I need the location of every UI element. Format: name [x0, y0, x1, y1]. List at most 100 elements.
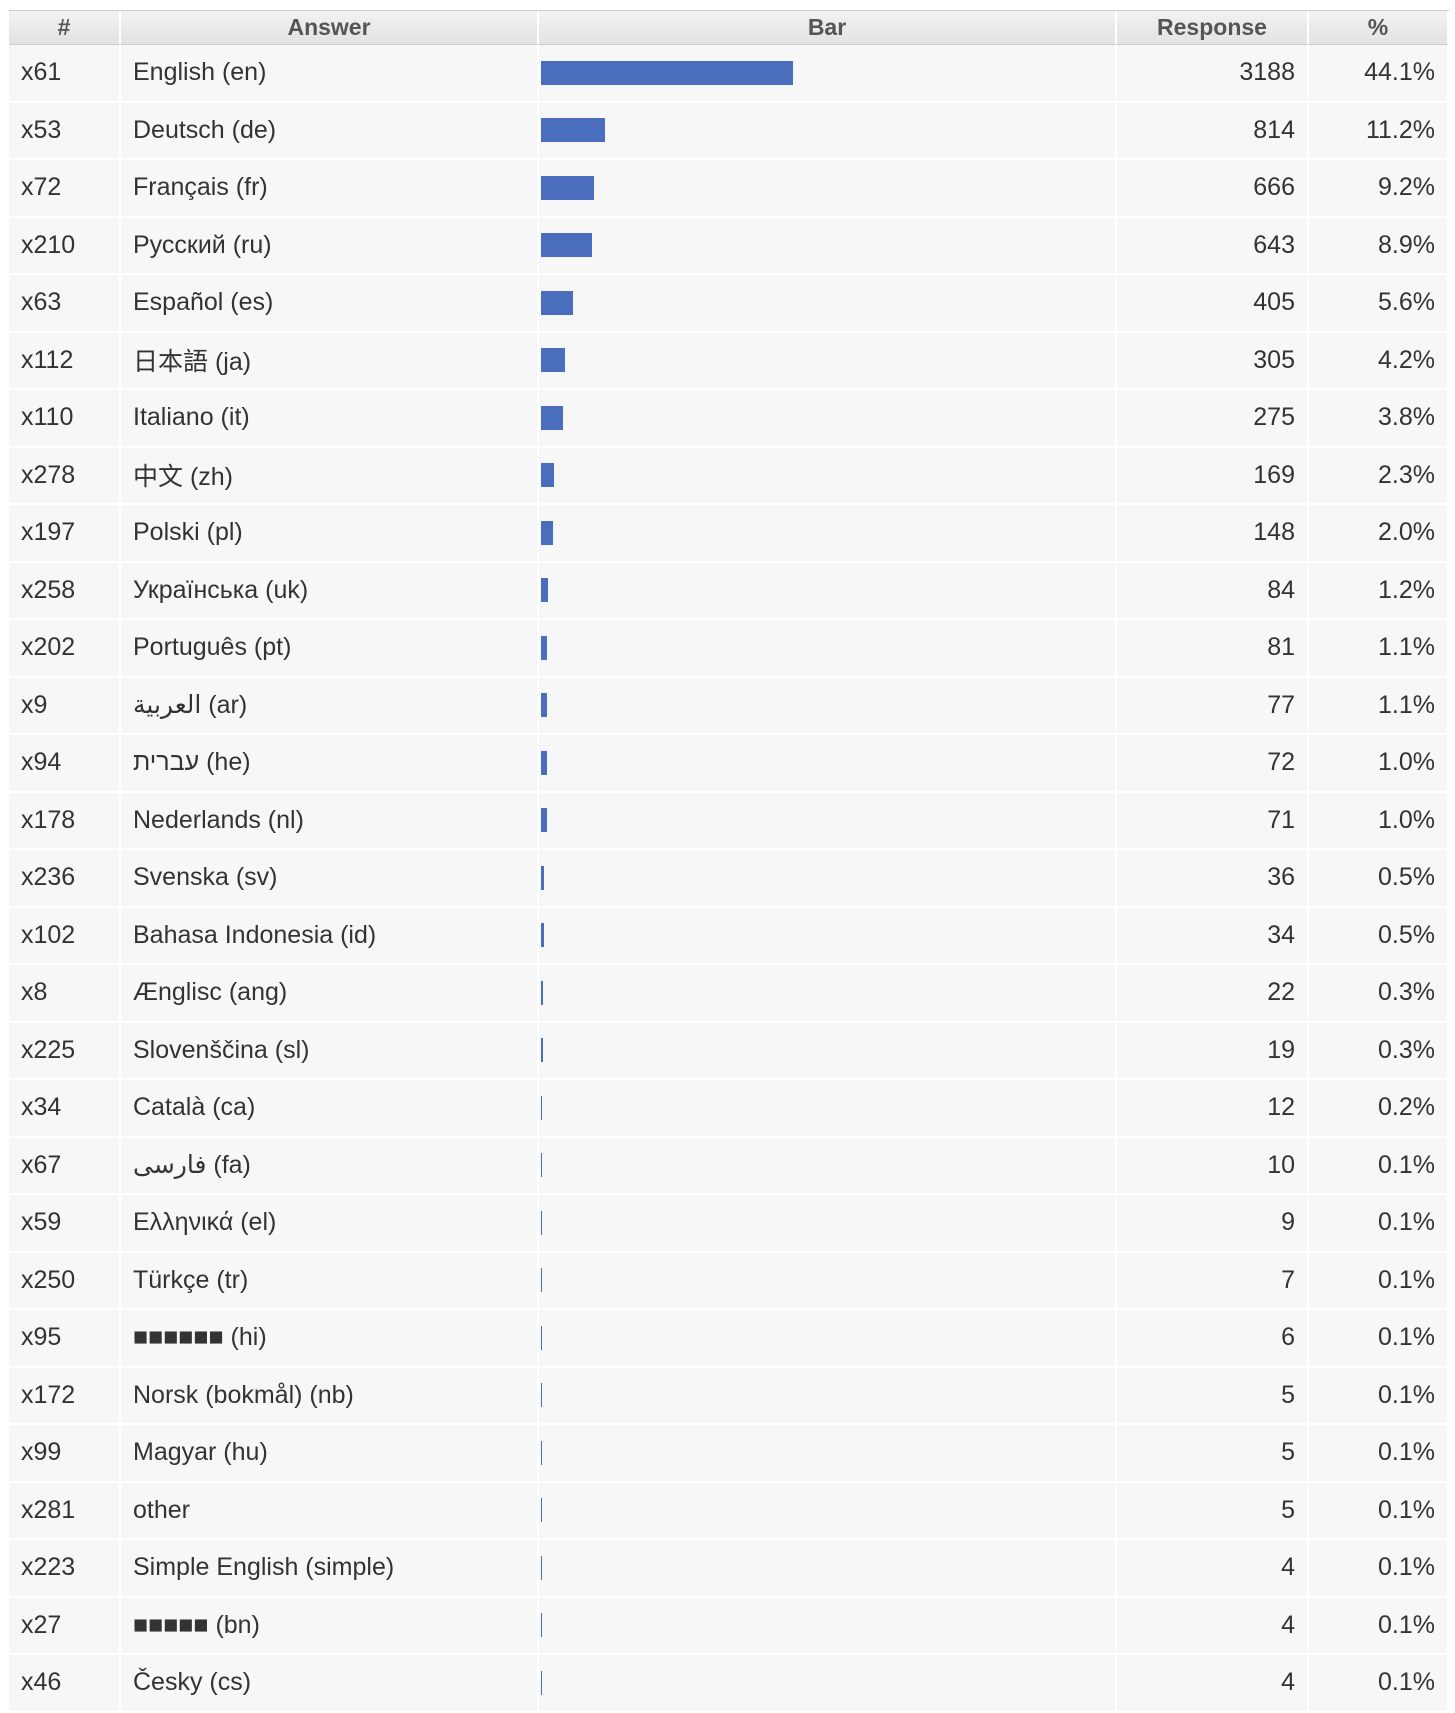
id-cell: x172	[9, 1368, 121, 1426]
response-cell: 36	[1117, 850, 1309, 908]
response-cell: 19	[1117, 1023, 1309, 1081]
percent-cell: 1.0%	[1309, 793, 1449, 851]
bar	[541, 1268, 542, 1292]
id-cell: x210	[9, 218, 121, 276]
bar-cell	[539, 1655, 1117, 1713]
answer-cell: Simple English (simple)	[121, 1540, 539, 1598]
id-cell: x258	[9, 563, 121, 621]
id-cell: x94	[9, 735, 121, 793]
bar-cell	[539, 1368, 1117, 1426]
response-cell: 643	[1117, 218, 1309, 276]
bar-cell	[539, 1253, 1117, 1311]
response-cell: 22	[1117, 965, 1309, 1023]
bar-cell	[539, 735, 1117, 793]
percent-cell: 9.2%	[1309, 160, 1449, 218]
response-cell: 3188	[1117, 45, 1309, 103]
answer-cell: Magyar (hu)	[121, 1425, 539, 1483]
answer-cell: Português (pt)	[121, 620, 539, 678]
bar	[541, 1153, 542, 1177]
header-cell: Response	[1117, 11, 1309, 45]
percent-cell: 0.1%	[1309, 1310, 1449, 1368]
percent-cell: 0.1%	[1309, 1483, 1449, 1541]
bar-cell	[539, 1425, 1117, 1483]
header-cell: #	[9, 11, 121, 45]
percent-cell: 3.8%	[1309, 390, 1449, 448]
bar	[541, 751, 547, 775]
bar	[541, 923, 544, 947]
bar-cell	[539, 850, 1117, 908]
bar	[541, 808, 547, 832]
percent-cell: 1.1%	[1309, 678, 1449, 736]
bar	[541, 636, 547, 660]
id-cell: x110	[9, 390, 121, 448]
percent-cell: 0.5%	[1309, 908, 1449, 966]
id-cell: x112	[9, 333, 121, 391]
response-cell: 81	[1117, 620, 1309, 678]
response-cell: 275	[1117, 390, 1309, 448]
bar-cell	[539, 1310, 1117, 1368]
answer-cell: Ελληνικά (el)	[121, 1195, 539, 1253]
percent-cell: 0.1%	[1309, 1195, 1449, 1253]
id-cell: x197	[9, 505, 121, 563]
answer-cell: Türkçe (tr)	[121, 1253, 539, 1311]
answer-cell: Deutsch (de)	[121, 103, 539, 161]
response-cell: 12	[1117, 1080, 1309, 1138]
id-cell: x27	[9, 1598, 121, 1656]
id-cell: x236	[9, 850, 121, 908]
response-cell: 305	[1117, 333, 1309, 391]
percent-cell: 0.1%	[1309, 1540, 1449, 1598]
answer-cell: Italiano (it)	[121, 390, 539, 448]
answer-cell: Español (es)	[121, 275, 539, 333]
percent-cell: 1.1%	[1309, 620, 1449, 678]
response-cell: 666	[1117, 160, 1309, 218]
percent-cell: 1.2%	[1309, 563, 1449, 621]
bar-cell	[539, 218, 1117, 276]
answer-cell: Svenska (sv)	[121, 850, 539, 908]
answer-cell: 中文 (zh)	[121, 448, 539, 506]
bar	[541, 463, 554, 487]
percent-cell: 2.0%	[1309, 505, 1449, 563]
response-cell: 5	[1117, 1425, 1309, 1483]
response-cell: 10	[1117, 1138, 1309, 1196]
bar-cell	[539, 563, 1117, 621]
id-cell: x95	[9, 1310, 121, 1368]
id-cell: x53	[9, 103, 121, 161]
bar-cell	[539, 1195, 1117, 1253]
response-cell: 4	[1117, 1598, 1309, 1656]
id-cell: x59	[9, 1195, 121, 1253]
bar-cell	[539, 908, 1117, 966]
answer-cell: Français (fr)	[121, 160, 539, 218]
answer-cell: other	[121, 1483, 539, 1541]
percent-cell: 11.2%	[1309, 103, 1449, 161]
answer-cell: English (en)	[121, 45, 539, 103]
id-cell: x8	[9, 965, 121, 1023]
response-cell: 84	[1117, 563, 1309, 621]
response-cell: 34	[1117, 908, 1309, 966]
response-cell: 7	[1117, 1253, 1309, 1311]
bar	[541, 348, 565, 372]
answer-cell: العربية (ar)	[121, 678, 539, 736]
bar-cell	[539, 1540, 1117, 1598]
id-cell: x278	[9, 448, 121, 506]
header-cell: %	[1309, 11, 1449, 45]
bar	[541, 118, 605, 142]
answer-cell: Nederlands (nl)	[121, 793, 539, 851]
bar-cell	[539, 965, 1117, 1023]
percent-cell: 0.1%	[1309, 1598, 1449, 1656]
response-cell: 405	[1117, 275, 1309, 333]
